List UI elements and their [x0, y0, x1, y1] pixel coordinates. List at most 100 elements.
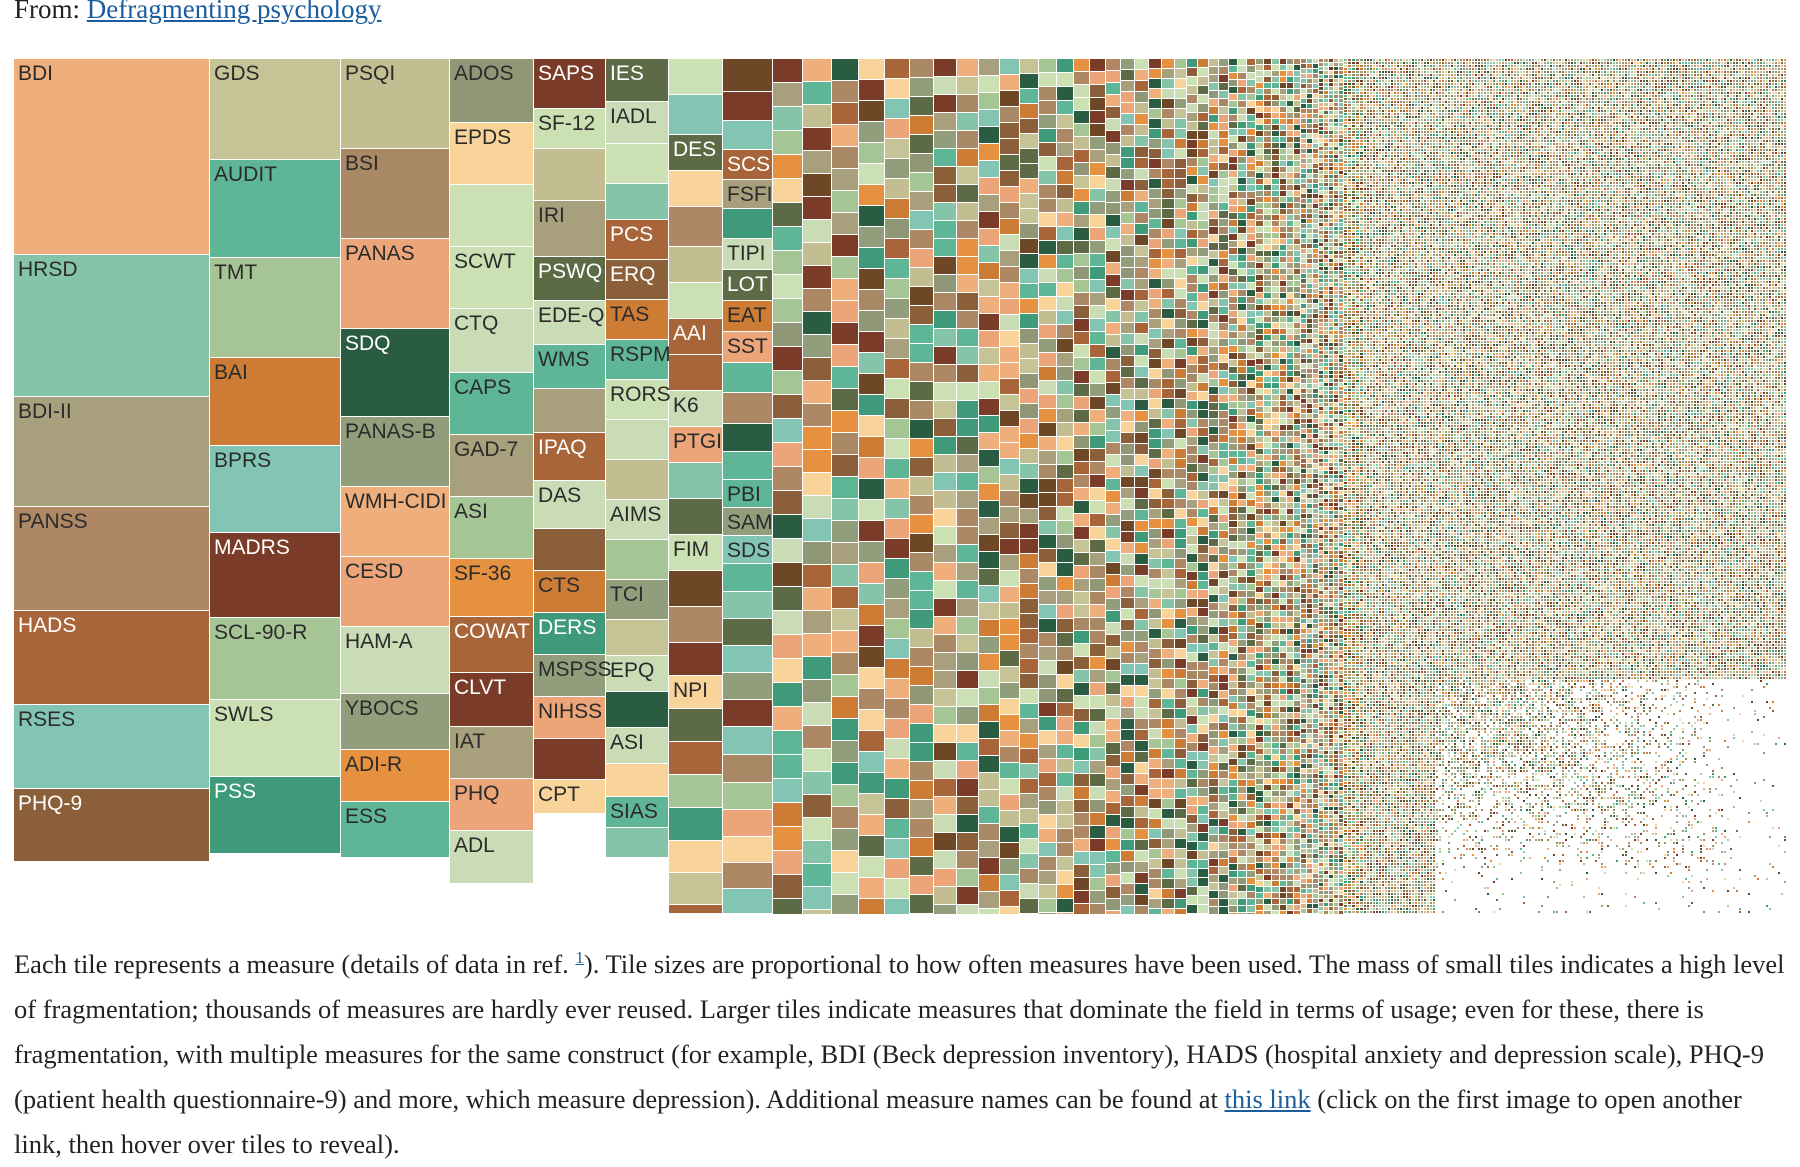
small-tile[interactable]	[1106, 311, 1120, 322]
small-tile[interactable]	[1307, 224, 1312, 228]
small-tile[interactable]	[1039, 129, 1056, 142]
small-tile[interactable]	[934, 527, 956, 544]
small-tile[interactable]	[979, 909, 999, 914]
small-tile[interactable]	[1319, 291, 1323, 294]
small-tile[interactable]	[1313, 74, 1318, 78]
small-tile[interactable]	[1339, 139, 1343, 142]
small-tile[interactable]	[1324, 79, 1328, 82]
small-tile[interactable]	[1329, 883, 1333, 886]
small-tile[interactable]	[979, 59, 999, 75]
small-tile[interactable]	[1301, 729, 1306, 733]
small-tile[interactable]	[1287, 179, 1293, 184]
small-tile[interactable]	[1348, 62, 1351, 64]
small-tile[interactable]	[1175, 79, 1186, 88]
small-tile[interactable]	[1348, 113, 1351, 115]
small-tile[interactable]	[1324, 811, 1328, 814]
small-tile[interactable]	[1344, 245, 1347, 247]
small-tile[interactable]	[1057, 87, 1073, 100]
small-tile[interactable]	[1313, 689, 1318, 693]
small-tile[interactable]	[1219, 539, 1228, 546]
small-tile[interactable]	[1313, 779, 1318, 783]
small-tile[interactable]	[1187, 536, 1197, 544]
small-tile[interactable]	[1057, 143, 1073, 156]
small-tile[interactable]	[1334, 159, 1338, 162]
small-tile[interactable]	[1280, 659, 1286, 664]
small-tile[interactable]	[1247, 178, 1255, 184]
small-tile[interactable]	[1209, 571, 1218, 578]
small-tile[interactable]	[1344, 248, 1347, 250]
small-tile[interactable]	[1313, 684, 1318, 688]
small-tile[interactable]	[1287, 131, 1293, 136]
small-tile[interactable]	[1313, 259, 1318, 263]
small-tile[interactable]	[1039, 409, 1056, 422]
small-tile[interactable]	[1348, 212, 1351, 214]
small-tile[interactable]	[1209, 539, 1218, 546]
small-tile[interactable]	[1329, 215, 1333, 218]
small-tile[interactable]	[1000, 507, 1019, 522]
small-tile[interactable]	[1329, 559, 1333, 562]
small-tile[interactable]	[1135, 213, 1148, 223]
small-tile[interactable]	[1219, 491, 1228, 498]
small-tile[interactable]	[1106, 251, 1120, 262]
small-tile[interactable]	[1313, 754, 1318, 758]
small-tile[interactable]	[1329, 295, 1333, 298]
small-tile[interactable]	[1344, 902, 1347, 904]
small-tile[interactable]	[1074, 293, 1089, 305]
small-tile[interactable]	[1020, 584, 1038, 598]
small-tile[interactable]	[1039, 241, 1056, 254]
small-tile[interactable]	[1339, 111, 1343, 114]
small-tile[interactable]	[1187, 221, 1197, 229]
small-tile[interactable]	[1229, 283, 1237, 289]
small-tile[interactable]	[1294, 581, 1300, 586]
small-tile[interactable]	[803, 450, 831, 472]
small-tile[interactable]	[1339, 891, 1343, 894]
small-tile[interactable]	[1039, 899, 1056, 912]
small-tile[interactable]	[1135, 763, 1148, 773]
small-tile[interactable]	[1280, 599, 1286, 604]
small-tile[interactable]	[934, 257, 956, 274]
small-tile[interactable]	[1287, 407, 1293, 412]
small-tile[interactable]	[1090, 488, 1105, 500]
small-tile[interactable]	[1256, 731, 1263, 736]
small-tile[interactable]	[832, 279, 858, 300]
small-tile[interactable]	[1319, 583, 1323, 586]
small-tile[interactable]	[1294, 641, 1300, 646]
small-tile[interactable]	[1287, 293, 1293, 298]
small-tile[interactable]	[1307, 799, 1312, 803]
small-tile[interactable]	[1344, 740, 1347, 742]
small-tile[interactable]	[1329, 87, 1333, 90]
small-tile[interactable]	[1324, 335, 1328, 338]
small-tile[interactable]	[1106, 911, 1120, 914]
small-tile[interactable]	[1339, 711, 1343, 714]
small-tile[interactable]	[1039, 157, 1056, 170]
small-tile[interactable]	[1334, 451, 1338, 454]
small-tile[interactable]	[1324, 791, 1328, 794]
small-tile[interactable]	[1339, 71, 1343, 74]
small-tile[interactable]	[1307, 209, 1312, 213]
small-tile[interactable]	[1334, 335, 1338, 338]
small-tile[interactable]	[1301, 839, 1306, 843]
small-tile[interactable]	[1000, 235, 1019, 250]
small-tile[interactable]	[1264, 605, 1271, 610]
small-tile[interactable]	[885, 639, 909, 658]
small-tile[interactable]	[1256, 581, 1263, 586]
small-tile[interactable]	[1313, 219, 1318, 223]
small-tile[interactable]	[859, 542, 884, 562]
small-tile[interactable]	[1229, 514, 1237, 520]
small-tile[interactable]	[1149, 779, 1161, 788]
small-tile[interactable]	[1149, 909, 1161, 914]
small-tile[interactable]	[1247, 892, 1255, 898]
small-tile[interactable]	[1301, 79, 1306, 83]
small-tile[interactable]	[1307, 884, 1312, 888]
small-tile[interactable]	[1301, 629, 1306, 633]
small-tile[interactable]	[1229, 94, 1237, 100]
small-tile[interactable]	[1219, 515, 1228, 522]
small-tile[interactable]	[1319, 135, 1323, 138]
small-tile[interactable]	[1339, 727, 1343, 730]
small-tile[interactable]	[1334, 571, 1338, 574]
small-tile[interactable]	[1294, 59, 1300, 64]
small-tile[interactable]	[1287, 215, 1293, 220]
small-tile[interactable]	[1090, 319, 1105, 331]
small-tile[interactable]	[1334, 379, 1338, 382]
small-tile[interactable]	[1339, 863, 1343, 866]
